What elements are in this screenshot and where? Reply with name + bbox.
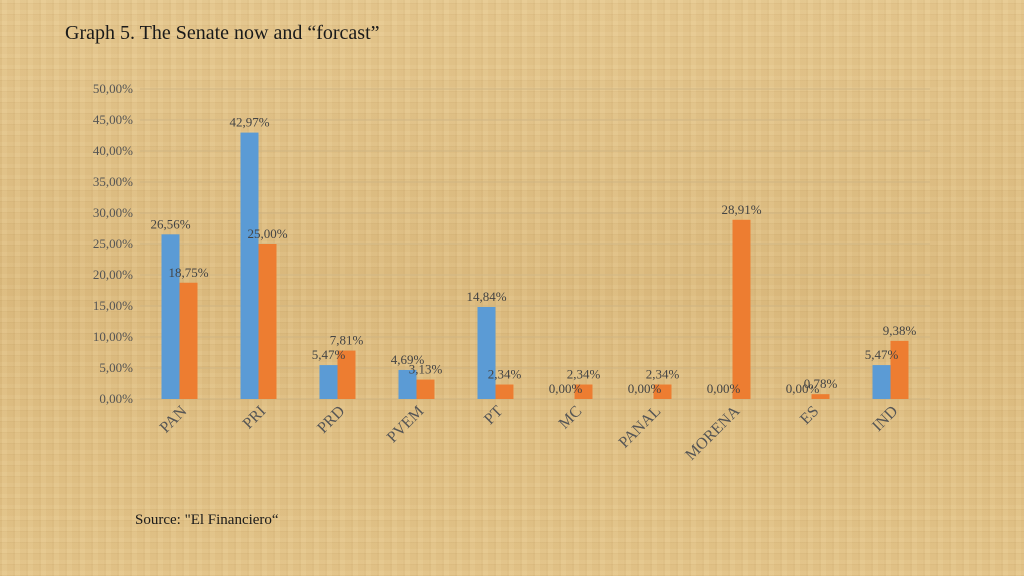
bar-pt-series-2 [495,384,514,399]
bar-mc-series-2 [574,384,593,399]
y-tick-label: 30,00% [93,205,133,220]
bar-ind-series-1 [872,365,891,399]
x-category-label: PANAL [616,403,665,452]
bar-prd-series-1 [319,365,338,399]
bar-pvem-series-1 [398,369,417,399]
data-label: 5,47% [865,347,899,362]
y-tick-label: 25,00% [93,236,133,251]
data-labels: 26,56%18,75%42,97%25,00%5,47%7,81%4,69%3… [150,115,916,396]
y-axis-ticks: 0,00% 5,00% 10,00% 15,00% 20,00% 25,00% 30,00%… [93,81,133,406]
y-tick-label: 35,00% [93,174,133,189]
bar-panal-series-2 [653,384,672,399]
x-category-label: PVEM [384,403,427,446]
x-category-label: ES [797,403,822,428]
bar-pri-series-1 [240,132,259,399]
y-tick-label: 40,00% [93,143,133,158]
x-category-label: PRD [314,403,348,437]
y-tick-label: 10,00% [93,329,133,344]
y-tick-label: 0,00% [99,391,133,406]
data-label: 28,91% [721,202,761,217]
data-label: 2,34% [488,366,522,381]
data-label: 2,34% [567,366,601,381]
bar-es-series-2 [811,394,830,399]
data-label: 5,47% [312,347,346,362]
bar-pan-series-2 [179,282,198,399]
bar-morena-series-2 [732,219,751,399]
x-category-label: MORENA [682,402,743,463]
bar-pt-series-1 [477,306,496,399]
y-tick-label: 50,00% [93,81,133,96]
gridlines [140,88,930,400]
data-label: 25,00% [247,226,287,241]
data-label: 0,00% [707,381,741,396]
bar-pri-series-2 [258,244,277,399]
data-label: 4,69% [391,352,425,367]
x-axis-categories: PAN PRI PRD PVEM PT MC PANAL MORENA ES IND [157,402,902,463]
data-label: 42,97% [229,115,269,130]
data-label: 18,75% [168,265,208,280]
data-label: 9,38% [883,323,917,338]
bar-chart: 0,00% 5,00% 10,00% 15,00% 20,00% 25,00% 30,00%… [93,81,930,464]
bar-pan-series-1 [161,234,180,399]
x-category-label: MC [556,403,586,433]
y-tick-label: 5,00% [99,360,133,375]
y-tick-label: 15,00% [93,298,133,313]
x-category-label: PAN [157,402,191,436]
y-tick-label: 20,00% [93,267,133,282]
data-label: 0,00% [786,381,820,396]
data-label: 2,34% [646,366,680,381]
bars [161,132,909,399]
x-category-label: PT [481,403,506,428]
data-label: 7,81% [330,333,364,348]
chart-title: Graph 5. The Senate now and “forcast” [65,22,380,44]
data-label: 26,56% [150,216,190,231]
data-label: 14,84% [466,289,506,304]
data-label: 0,00% [549,381,583,396]
source-note: Source: "El Financiero“ [135,512,279,528]
bar-pvem-series-2 [416,379,435,399]
bar-prd-series-2 [337,350,356,399]
data-label: 3,13% [409,362,443,377]
data-label: 0,00% [628,381,662,396]
y-tick-label: 45,00% [93,112,133,127]
x-category-label: PRI [240,403,270,433]
bar-ind-series-2 [890,340,909,399]
x-category-label: IND [869,403,901,435]
data-label: 0,78% [804,376,838,391]
